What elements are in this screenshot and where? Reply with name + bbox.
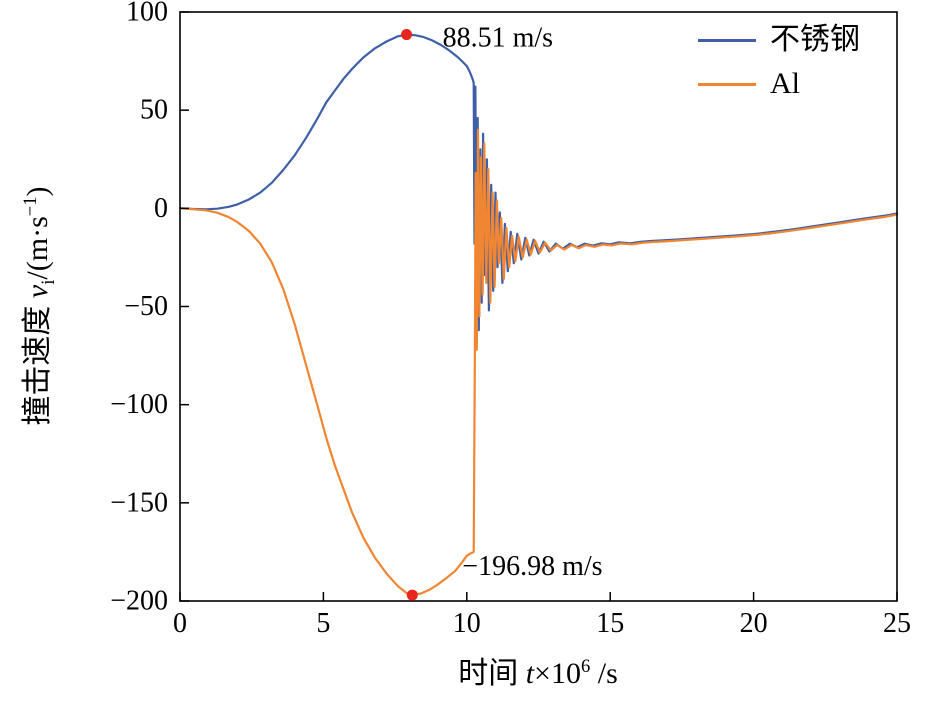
x-axis-title-text: 时间 [458,657,526,690]
x-tick-label: 20 [740,608,768,639]
series-line-1 [178,128,899,597]
x-axis-title-mult: ×10 [534,657,581,690]
y-axis-title-var: v [21,284,54,299]
x-tick-label: 15 [596,608,624,639]
extremum-marker-1 [406,589,418,601]
y-tick-label: 0 [154,193,168,224]
legend-label: 不锈钢 [770,23,860,56]
y-tick-label: −50 [124,291,168,322]
legend-item-0: 不锈钢 [698,22,860,58]
legend-label: Al [770,67,800,100]
y-axis-title-unit-close: ) [21,186,54,197]
y-axis-title-subscript: i [38,279,59,285]
y-tick-label: 100 [126,0,168,28]
x-tick-label: 10 [453,608,481,639]
legend-line-sample [698,38,756,42]
x-axis-title: 时间 t×106 /s [458,648,618,692]
x-tick-label: 5 [316,608,330,639]
legend-line-sample [698,82,756,86]
extremum-marker-0 [401,29,413,41]
x-axis-title-var: t [525,657,535,690]
y-tick-label: −200 [110,586,168,617]
y-tick-label: 50 [140,95,168,126]
legend-item-1: Al [698,66,860,102]
y-axis-title-unit: /(m·s [21,216,54,280]
x-tick-label: 0 [173,608,187,639]
annotation-text-1: −196.98 m/s [462,551,602,582]
annotation-text-0: 88.51 m/s [443,23,553,54]
y-axis-title-exponent: −1 [20,196,41,217]
y-tick-label: −100 [110,389,168,420]
x-axis-title-unit: /s [590,657,618,690]
x-tick-label: 25 [883,608,911,639]
legend: 不锈钢 Al [698,22,860,110]
y-axis-title-text: 撞击速度 [21,298,54,426]
y-axis-title: 撞击速度 vi/(m·s−1) [12,186,60,425]
x-axis-title-exponent: 6 [580,656,591,677]
y-tick-label: −150 [110,487,168,518]
